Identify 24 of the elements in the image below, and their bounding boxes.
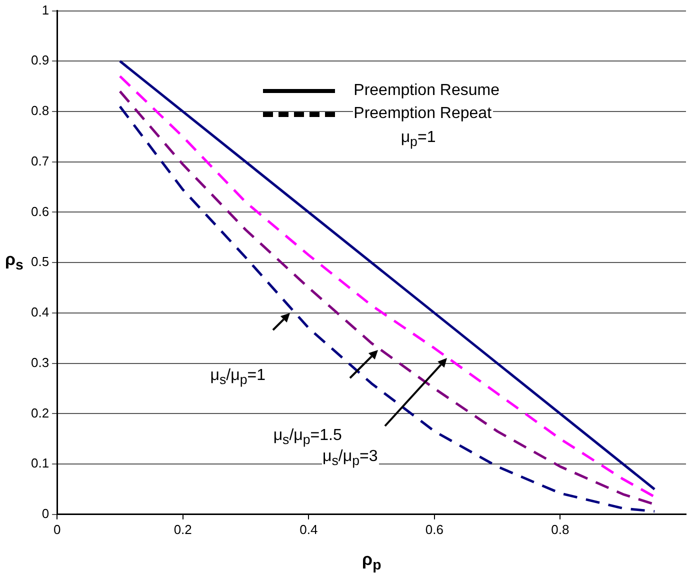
x-tick-label: 0.4 xyxy=(300,522,318,537)
y-tick-label: 0.4 xyxy=(30,304,50,320)
x-tick-label: 0.8 xyxy=(551,522,570,537)
y-tick-label: 0 xyxy=(42,506,50,521)
annotation: μ$_{p}$=1 xyxy=(400,128,437,150)
y-tick-label: 0.7 xyxy=(30,153,50,168)
y-tick-label: 0.1 xyxy=(30,456,50,471)
annotation: Preemption Resume xyxy=(352,82,500,100)
annotation: μ$_{s}$/μ$_{p}$=1 xyxy=(209,367,266,388)
x-tick-label: 0.6 xyxy=(425,522,444,537)
x-tick-label: 0 xyxy=(53,522,61,537)
y-tick-label: 0.8 xyxy=(30,103,50,118)
y-tick-label: 0.6 xyxy=(30,204,50,219)
annotation: Preemption Repeat xyxy=(352,105,493,123)
y-axis-title: ρ$_{s}$ xyxy=(4,250,24,274)
y-tick-label: 0.2 xyxy=(30,405,50,420)
annotation: μ$_{s}$/μ$_{p}$=3 xyxy=(322,448,379,469)
x-axis-title: ρ$_{p}$ xyxy=(361,550,382,574)
annotation: μ$_{s}$/μ$_{p}$=1.5 xyxy=(272,426,343,448)
x-tick-label: 0.2 xyxy=(174,522,192,537)
y-tick-label: 0.3 xyxy=(30,354,50,370)
y-tick-label: 0.5 xyxy=(30,254,50,270)
y-tick-label: 1 xyxy=(42,2,50,18)
y-tick-label: 0.9 xyxy=(30,52,50,68)
